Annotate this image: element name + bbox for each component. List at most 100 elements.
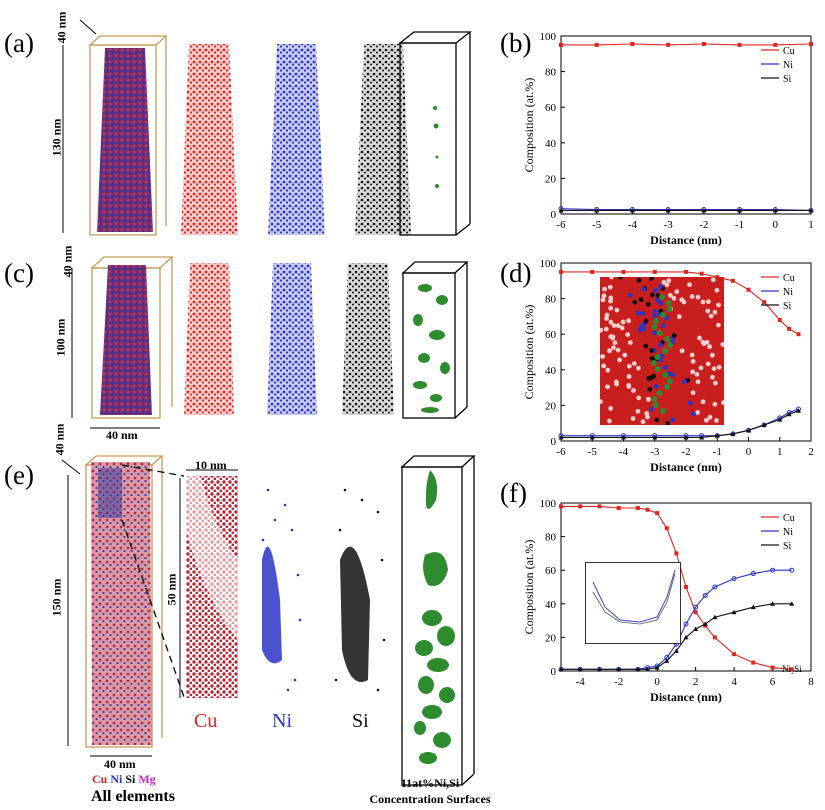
inset-atom [626, 318, 631, 324]
inset-atom [691, 411, 696, 417]
inset-atom [720, 342, 724, 347]
inset-atom [655, 297, 660, 303]
y-tick-label: 80 [545, 67, 557, 79]
data-point-si [594, 207, 600, 213]
x-tick-label: -4 [576, 676, 586, 688]
inset-atom [608, 406, 614, 411]
inset-atom [608, 295, 614, 301]
inset-atom [700, 339, 706, 345]
x-tick-label: -1 [713, 446, 722, 458]
tip-a-cu [181, 44, 238, 235]
iso-box-a [398, 31, 472, 236]
inset-iso [660, 312, 667, 318]
inset-atom [721, 400, 724, 405]
inset-atom [644, 411, 650, 416]
data-point-cu [578, 504, 583, 509]
data-point-cu [674, 551, 679, 556]
inset-atom [666, 278, 672, 283]
inset-atom [690, 390, 696, 396]
panel-label-e: (e) [4, 460, 34, 490]
y-tick-label: 0 [551, 666, 557, 678]
x-tick-label: 8 [808, 676, 814, 688]
inset-atom [636, 277, 642, 283]
x-tick-label: -5 [588, 446, 598, 458]
inset-atom [603, 326, 609, 332]
inset-atom [708, 313, 714, 319]
x-tick-label: -2 [681, 446, 690, 458]
inset-atom [617, 357, 622, 363]
legend-label-si: Si [783, 541, 792, 552]
data-point-si [770, 601, 776, 606]
inset-atom [664, 315, 669, 321]
inset-atom [710, 374, 715, 380]
data-point-cu [762, 300, 767, 305]
inset-atom [626, 374, 632, 379]
x-tick-label: 0 [654, 676, 660, 688]
inset-atom [608, 319, 614, 325]
data-point-cu [559, 504, 563, 509]
inset-atom [628, 292, 633, 298]
panel-label-d: (d) [500, 258, 532, 288]
tip-a-ni [268, 44, 325, 235]
inset-atom [716, 322, 721, 328]
iso-box-e [400, 455, 476, 786]
inset-atom [608, 305, 614, 311]
inset-atom-map-d [600, 277, 724, 425]
inset-iso [654, 354, 661, 360]
tip-c-si [342, 263, 394, 415]
inset-iso [651, 396, 658, 402]
inset-atom [698, 365, 704, 371]
data-point-si [558, 207, 564, 213]
data-point-si [772, 207, 778, 213]
x-axis-label: Distance (nm) [650, 460, 722, 474]
y-tick-label: 100 [540, 31, 557, 43]
inset-atom [646, 396, 651, 402]
data-point-si [652, 434, 658, 440]
data-point-cu [590, 269, 595, 274]
data-point-ni [702, 592, 708, 598]
data-point-ni [789, 567, 795, 573]
inset-atom [676, 314, 682, 320]
dim-label-c-width: 40 nm [106, 428, 138, 442]
data-point-cu [621, 269, 626, 274]
inset-atom [611, 323, 617, 328]
inset-atom [636, 395, 642, 401]
x-tick-label: 0 [746, 446, 752, 458]
tip-c-all [90, 256, 174, 419]
y-tick-label: 60 [545, 329, 557, 341]
data-point-si [673, 648, 679, 653]
data-point-si [635, 666, 641, 672]
data-point-cu [630, 42, 635, 47]
inset-atom [649, 277, 654, 281]
data-point-cu [594, 42, 599, 47]
inset-atom [631, 361, 637, 366]
panel-label-c: (c) [4, 258, 34, 288]
data-point-si [699, 434, 705, 440]
inset-atom [690, 369, 696, 375]
inset-atom [706, 299, 711, 305]
dim-label-e-zoom-height: 50 nm [164, 573, 179, 606]
inset-atom [619, 325, 625, 331]
legend-label-cu: Cu [783, 273, 795, 284]
y-tick-label: 80 [545, 532, 557, 544]
data-point-cu [559, 269, 563, 274]
inset-atom [674, 289, 680, 295]
dimension-lines-e [61, 459, 238, 757]
inset-atom [600, 399, 603, 404]
legend-label-si: Si [783, 74, 792, 85]
series-line-cu [561, 43, 812, 46]
inset-atom [626, 363, 632, 369]
element-key-si: Si [125, 772, 136, 786]
inset-atom [682, 379, 687, 385]
inset-atom [643, 318, 649, 324]
inset-atom [622, 352, 628, 358]
tip-c-cu [184, 263, 234, 415]
inset-atom [654, 417, 660, 423]
data-point-si [777, 417, 783, 422]
inset-atom [610, 335, 615, 341]
y-tick-label: 60 [545, 565, 557, 577]
y-tick-label: 0 [551, 436, 557, 448]
inset-atom [653, 384, 659, 389]
x-tick-label: 2 [693, 676, 699, 688]
element-label-cu: Cu [194, 710, 218, 732]
